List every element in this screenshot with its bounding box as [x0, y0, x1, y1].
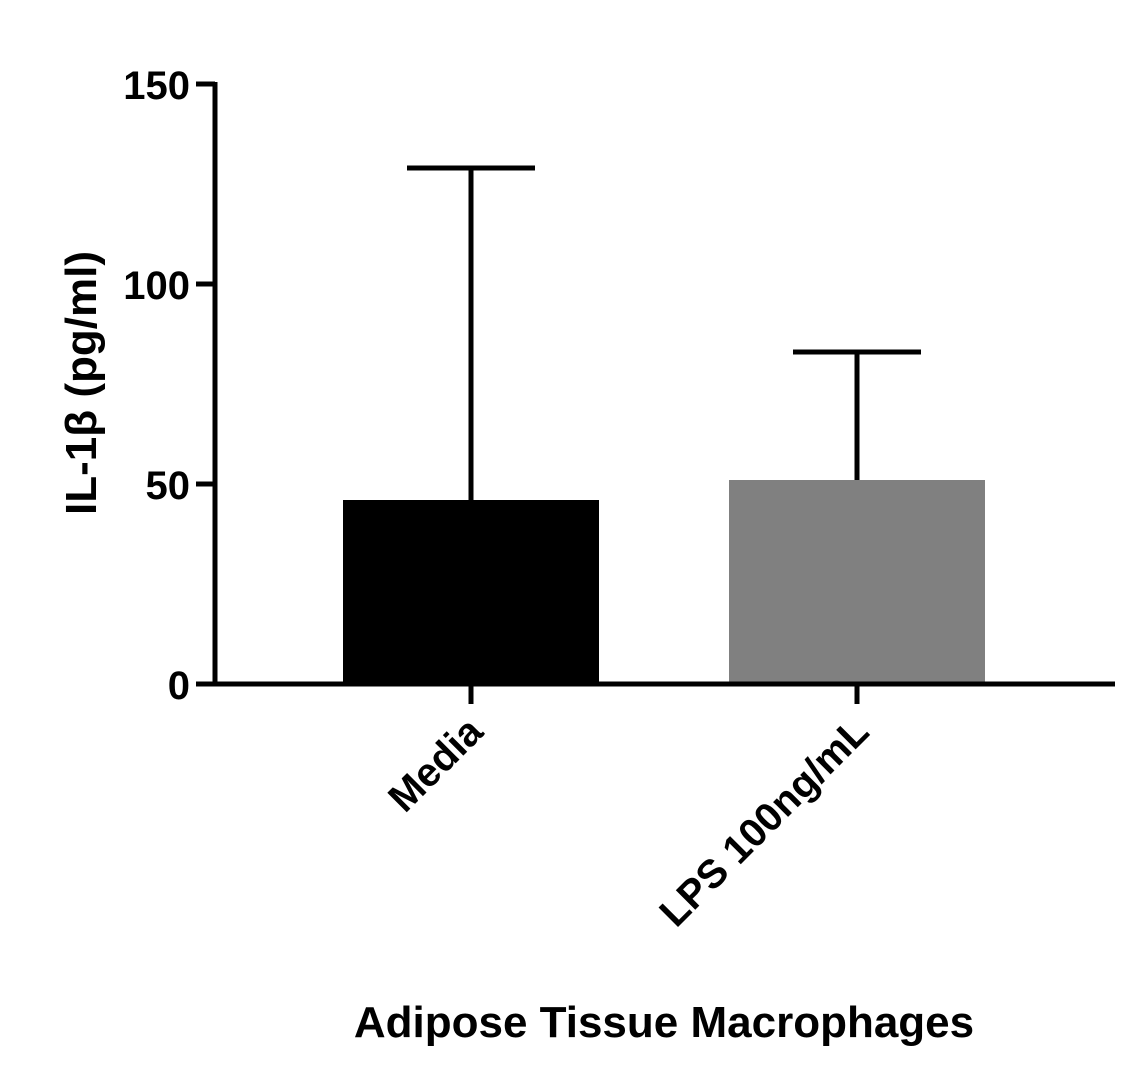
axes-layer — [212, 82, 1115, 687]
y-tick-label: 100 — [123, 264, 190, 308]
bar — [729, 480, 985, 684]
x-ticks: Media LPS 100ng/mL — [380, 684, 877, 935]
bar — [343, 500, 599, 684]
x-tick-label: LPS 100ng/mL — [651, 709, 877, 935]
y-axis-label: IL-1β (pg/ml) — [57, 251, 106, 515]
bars-layer — [343, 480, 985, 684]
y-tick-label: 0 — [168, 664, 190, 708]
x-tick-label: Media — [380, 709, 492, 821]
y-tick-label: 150 — [123, 64, 190, 108]
y-tick-label: 50 — [146, 464, 191, 508]
y-ticks: 0 50 100 150 — [123, 64, 215, 708]
x-axis-label: Adipose Tissue Macrophages — [354, 998, 974, 1047]
error-bars-layer — [407, 165, 921, 500]
